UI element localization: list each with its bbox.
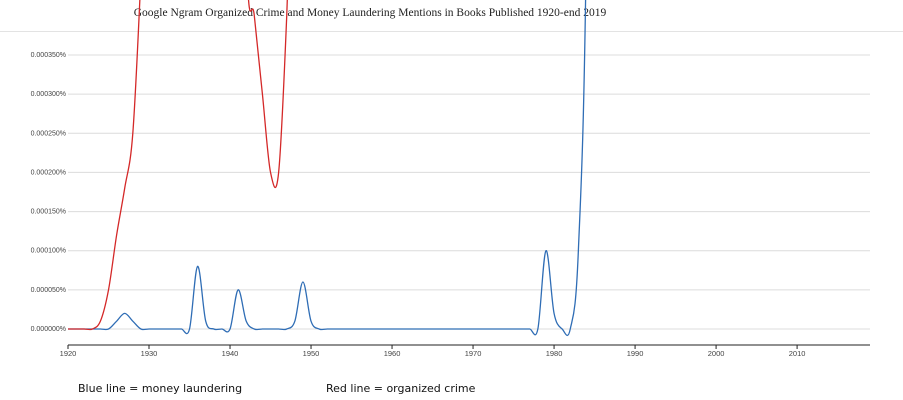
gridlines bbox=[68, 54, 870, 346]
x-tick-label: 1980 bbox=[546, 349, 563, 358]
y-tick-label: 0.000000% bbox=[31, 326, 66, 333]
x-tick-label: 1940 bbox=[222, 349, 239, 358]
y-tick-label: 0.000350% bbox=[31, 52, 66, 59]
series-lines bbox=[68, 0, 587, 337]
x-tick-label: 1960 bbox=[384, 349, 401, 358]
legend-money-laundering: Blue line = money laundering bbox=[78, 382, 243, 395]
title-divider bbox=[0, 31, 903, 32]
y-tick-label: 0.000150% bbox=[31, 209, 66, 216]
series-line-money-laundering bbox=[68, 0, 587, 337]
x-tick-label: 1990 bbox=[627, 349, 644, 358]
x-tick-label: 2000 bbox=[708, 349, 725, 358]
x-tick-label: 1970 bbox=[465, 349, 482, 358]
x-axis-ticks: 1920 1930 1940 1950 1960 1970 1980 1990 2000 2010 bbox=[60, 345, 806, 358]
x-tick-label: 1930 bbox=[141, 349, 158, 358]
series-line-organized-crime bbox=[68, 0, 289, 331]
ngram-line-chart: 0.000000% 0.000050% 0.000100% 0.000150% 0.00… bbox=[31, 0, 870, 358]
y-tick-label: 0.000100% bbox=[31, 248, 66, 255]
y-tick-label: 0.000300% bbox=[31, 91, 66, 98]
x-tick-label: 1950 bbox=[303, 349, 320, 358]
y-tick-label: 0.000250% bbox=[31, 130, 66, 137]
x-tick-label: 2010 bbox=[789, 349, 806, 358]
y-tick-label: 0.000050% bbox=[31, 287, 66, 294]
y-axis-ticks: 0.000000% 0.000050% 0.000100% 0.000150% 0.00… bbox=[31, 52, 66, 333]
x-tick-label: 1920 bbox=[60, 349, 77, 358]
legend-organized-crime: Red line = organized crime bbox=[326, 382, 476, 395]
y-tick-label: 0.000200% bbox=[31, 169, 66, 176]
